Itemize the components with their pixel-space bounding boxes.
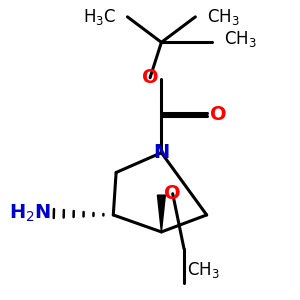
Text: O: O bbox=[164, 184, 181, 203]
Text: CH$_3$: CH$_3$ bbox=[207, 7, 239, 27]
Text: O: O bbox=[210, 105, 226, 124]
Text: CH$_3$: CH$_3$ bbox=[187, 260, 220, 280]
Text: H$_2$N: H$_2$N bbox=[9, 203, 51, 224]
Text: N: N bbox=[153, 143, 170, 162]
Polygon shape bbox=[158, 195, 165, 232]
Text: CH$_3$: CH$_3$ bbox=[224, 29, 256, 50]
Text: O: O bbox=[142, 68, 158, 87]
Text: H$_3$C: H$_3$C bbox=[83, 7, 116, 27]
